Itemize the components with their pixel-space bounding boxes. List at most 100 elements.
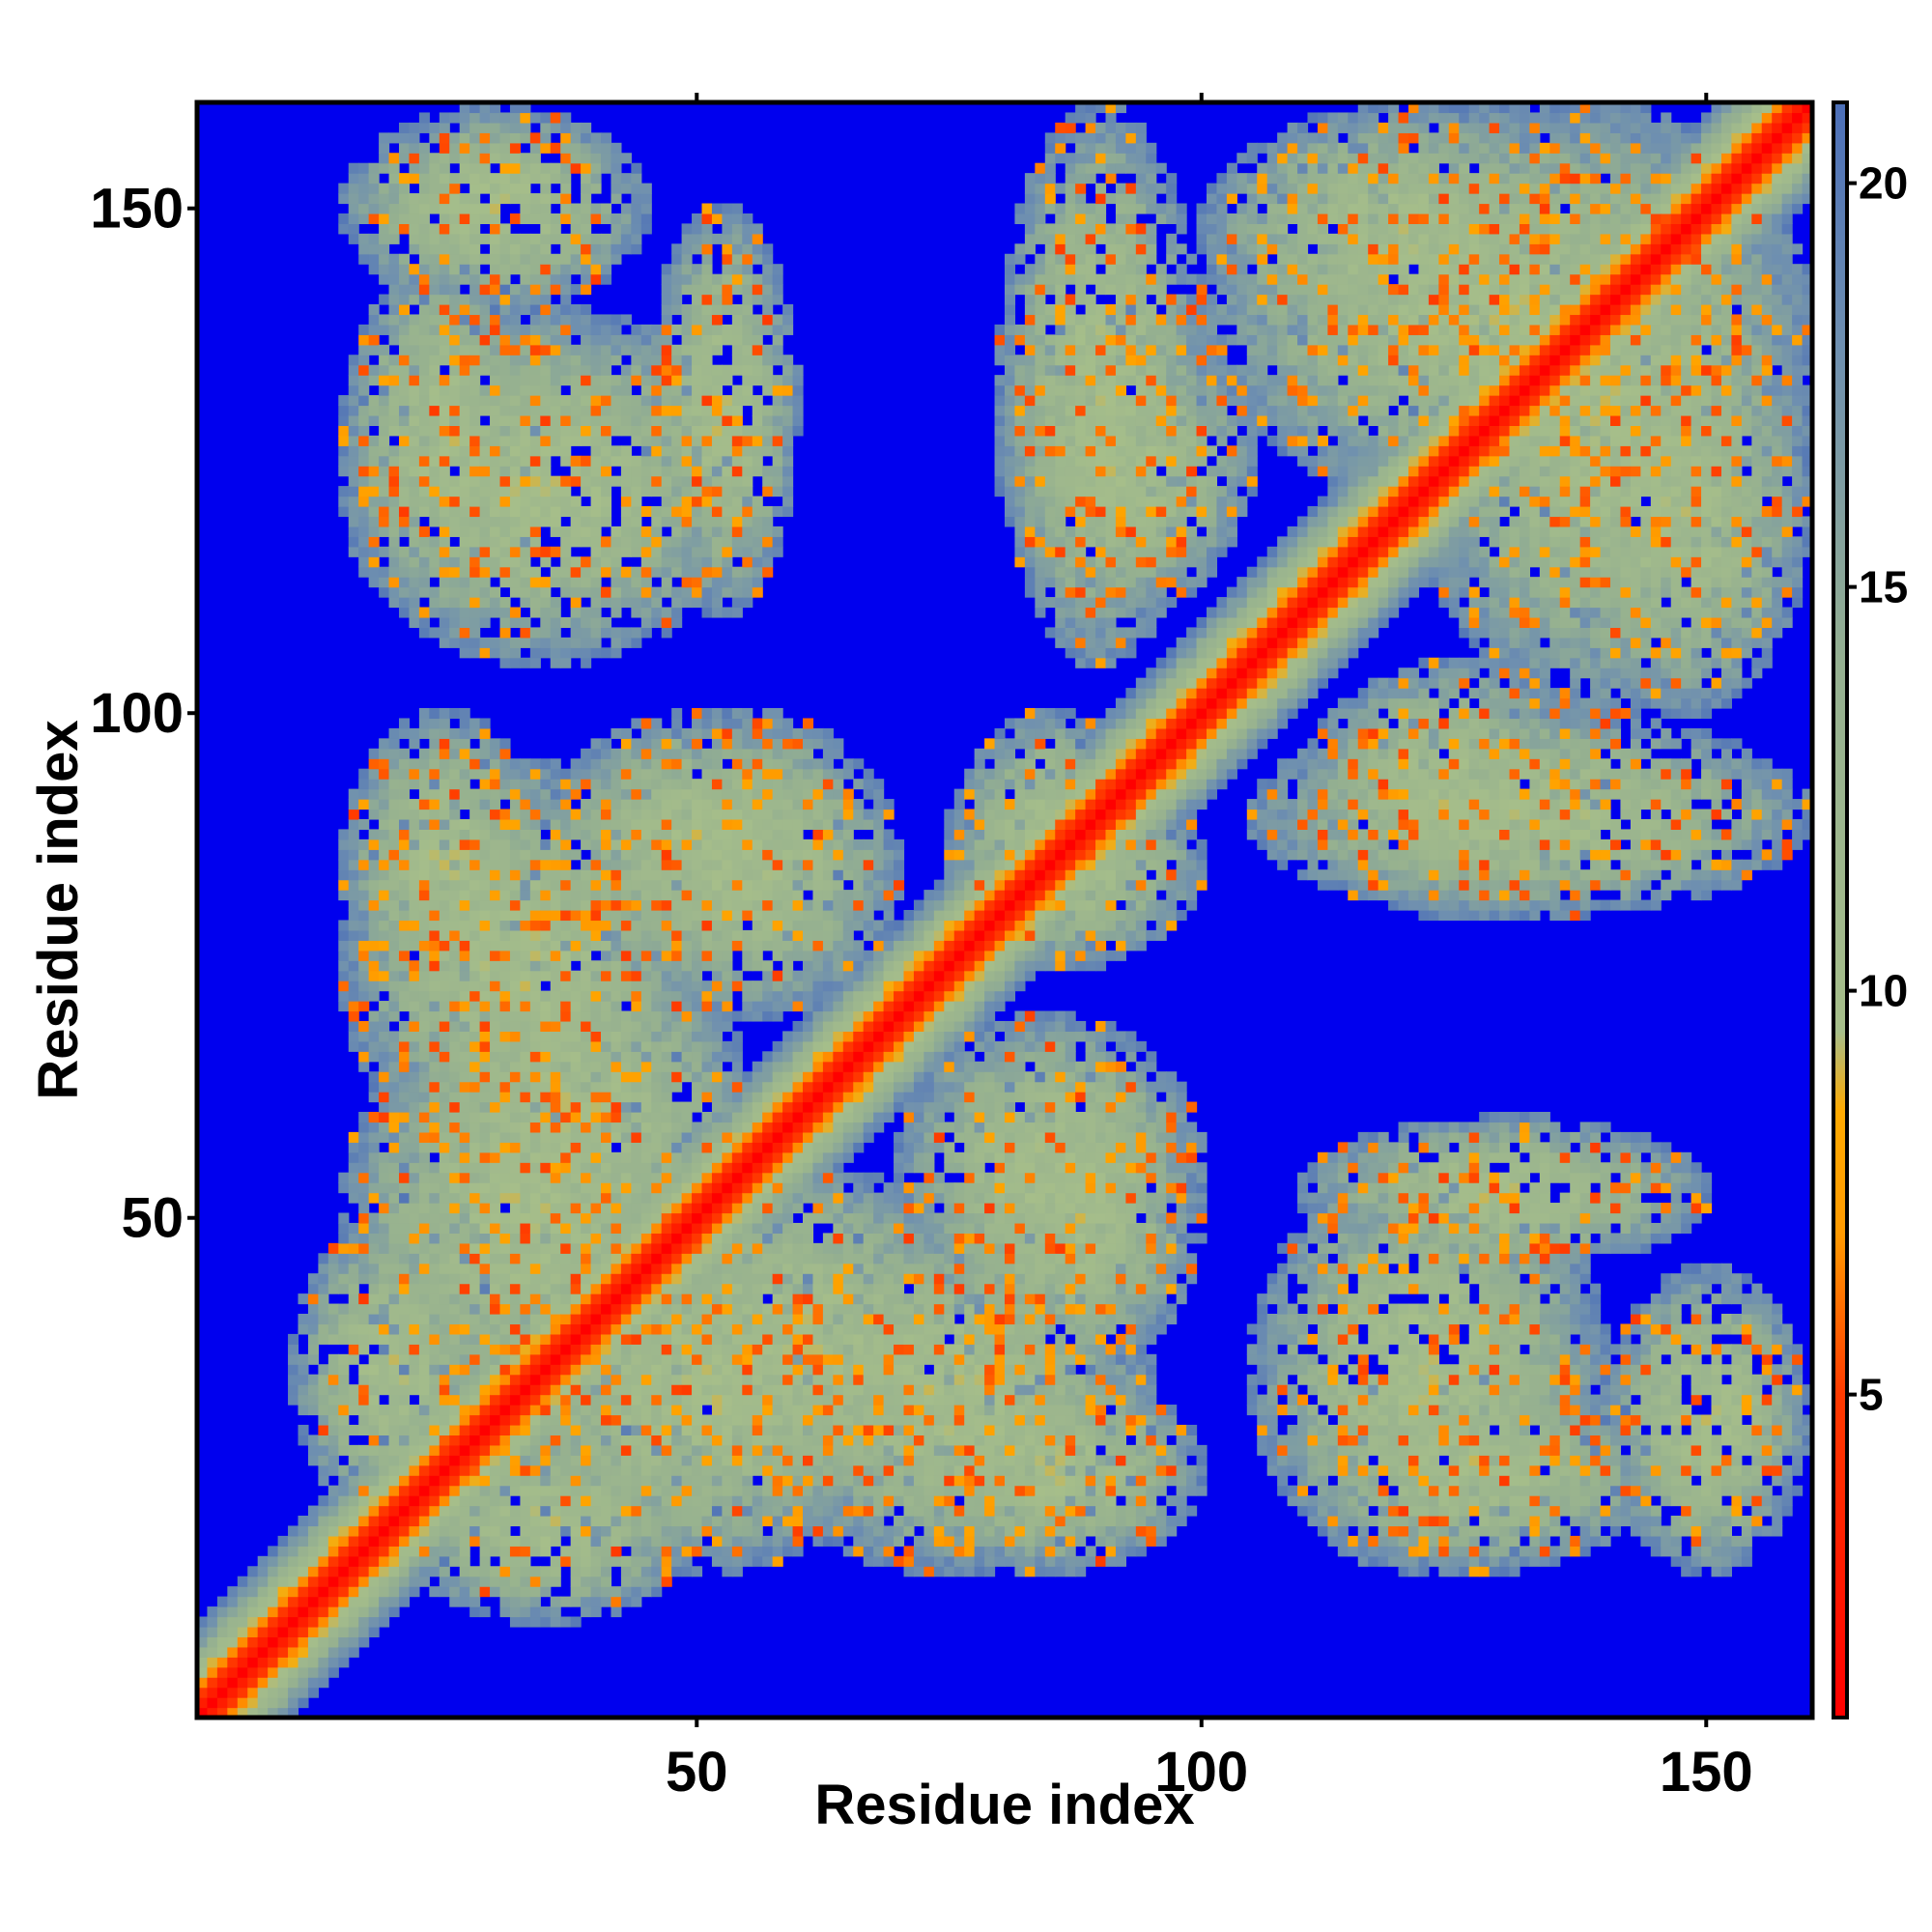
heatmap-cell <box>509 950 521 961</box>
heatmap-cell <box>520 1364 531 1376</box>
heatmap-cell <box>560 112 572 124</box>
heatmap-cell <box>288 1576 299 1587</box>
heatmap-cell <box>399 1233 411 1244</box>
heatmap-cell <box>388 899 400 911</box>
heatmap-cell <box>479 1323 491 1335</box>
heatmap-cell <box>459 1444 470 1456</box>
heatmap-cell <box>529 304 541 316</box>
heatmap-cell <box>459 1576 470 1587</box>
heatmap-cell <box>490 355 501 366</box>
heatmap-cell <box>540 1131 552 1143</box>
heatmap-cell <box>520 334 531 346</box>
heatmap-cell <box>692 799 703 810</box>
heatmap-cell <box>490 506 501 518</box>
heatmap-cell <box>418 183 430 194</box>
heatmap-cell <box>701 1323 713 1335</box>
heatmap-cell <box>197 1697 209 1709</box>
heatmap-cell <box>268 1596 279 1607</box>
heatmap-cell <box>348 899 359 911</box>
heatmap-cell <box>701 1081 713 1093</box>
heatmap-cell <box>449 607 461 618</box>
heatmap-cell <box>449 1424 461 1435</box>
heatmap-cell <box>429 1464 440 1476</box>
heatmap-cell <box>469 1495 481 1507</box>
heatmap-cell <box>368 869 380 881</box>
heatmap-cell <box>509 920 521 931</box>
heatmap-cell <box>307 1666 319 1678</box>
heatmap-cell <box>509 1586 521 1598</box>
heatmap-cell <box>631 193 642 205</box>
heatmap-cell <box>348 929 359 941</box>
heatmap-cell <box>550 1566 561 1577</box>
heatmap-cell <box>379 1242 390 1254</box>
heatmap-cell <box>490 233 501 244</box>
heatmap-cell <box>671 486 683 497</box>
heatmap-cell <box>418 899 430 911</box>
heatmap-cell <box>216 1596 228 1607</box>
heatmap-cell <box>661 1131 672 1143</box>
heatmap-cell <box>560 1253 572 1264</box>
heatmap-cell <box>318 1636 329 1648</box>
heatmap-cell <box>499 1405 511 1416</box>
heatmap-cell <box>490 637 501 648</box>
heatmap-cell <box>631 1384 642 1396</box>
heatmap-cell <box>711 1555 723 1567</box>
heatmap-cell <box>459 475 470 487</box>
heatmap-cell <box>651 1222 663 1234</box>
heatmap-cell <box>469 788 481 800</box>
heatmap-cell <box>449 1182 461 1194</box>
heatmap-cell <box>651 1495 663 1507</box>
heatmap-cell <box>388 1464 400 1476</box>
heatmap-cell <box>418 173 430 185</box>
heatmap-cell <box>540 1151 552 1163</box>
heatmap-cell <box>358 1303 370 1315</box>
heatmap-cell <box>439 284 450 296</box>
heatmap-cell <box>701 1394 713 1406</box>
heatmap-cell <box>479 1384 491 1396</box>
heatmap-cell <box>227 1586 239 1598</box>
heatmap-cell <box>681 950 693 961</box>
heatmap-cell <box>388 890 400 901</box>
heatmap-cell <box>509 1293 521 1305</box>
heatmap-cell <box>388 486 400 497</box>
heatmap-cell <box>388 1424 400 1435</box>
heatmap-cell <box>570 314 582 326</box>
heatmap-cell <box>399 355 411 366</box>
heatmap-cell <box>358 1192 370 1204</box>
heatmap-cell <box>692 727 703 739</box>
heatmap-cell <box>701 768 713 780</box>
heatmap-cell <box>529 1182 541 1194</box>
heatmap-cell <box>701 960 713 972</box>
heatmap-cell <box>439 1394 450 1406</box>
heatmap-cell <box>418 546 430 557</box>
heatmap-cell <box>651 1131 663 1143</box>
heatmap-cell <box>550 1192 561 1204</box>
heatmap-cell <box>499 849 511 861</box>
heatmap-cell <box>318 1535 329 1547</box>
heatmap-cell <box>692 1444 703 1456</box>
heatmap-cell <box>499 1071 511 1083</box>
heatmap-cell <box>681 960 693 972</box>
heatmap-cell <box>418 1263 430 1274</box>
heatmap-cell <box>327 1303 339 1315</box>
heatmap-cell <box>459 1303 470 1315</box>
heatmap-cell <box>479 890 491 901</box>
heatmap-cell <box>509 1555 521 1567</box>
heatmap-cell <box>550 1222 561 1234</box>
heatmap-cell <box>509 1303 521 1315</box>
heatmap-cell <box>429 838 440 850</box>
heatmap-cell <box>661 546 672 557</box>
heatmap-cell <box>418 213 430 224</box>
heatmap-cell <box>298 1384 309 1396</box>
heatmap-cell <box>620 779 632 790</box>
heatmap-cell <box>298 1516 309 1527</box>
heatmap-cell <box>611 859 622 870</box>
heatmap-cell <box>499 1212 511 1224</box>
heatmap-cell <box>570 223 582 235</box>
heatmap-cell <box>509 466 521 477</box>
heatmap-cell <box>368 929 380 941</box>
heatmap-cell <box>601 475 612 487</box>
heatmap-cell <box>348 546 359 557</box>
heatmap-cell <box>570 577 582 588</box>
heatmap-cell <box>388 879 400 891</box>
